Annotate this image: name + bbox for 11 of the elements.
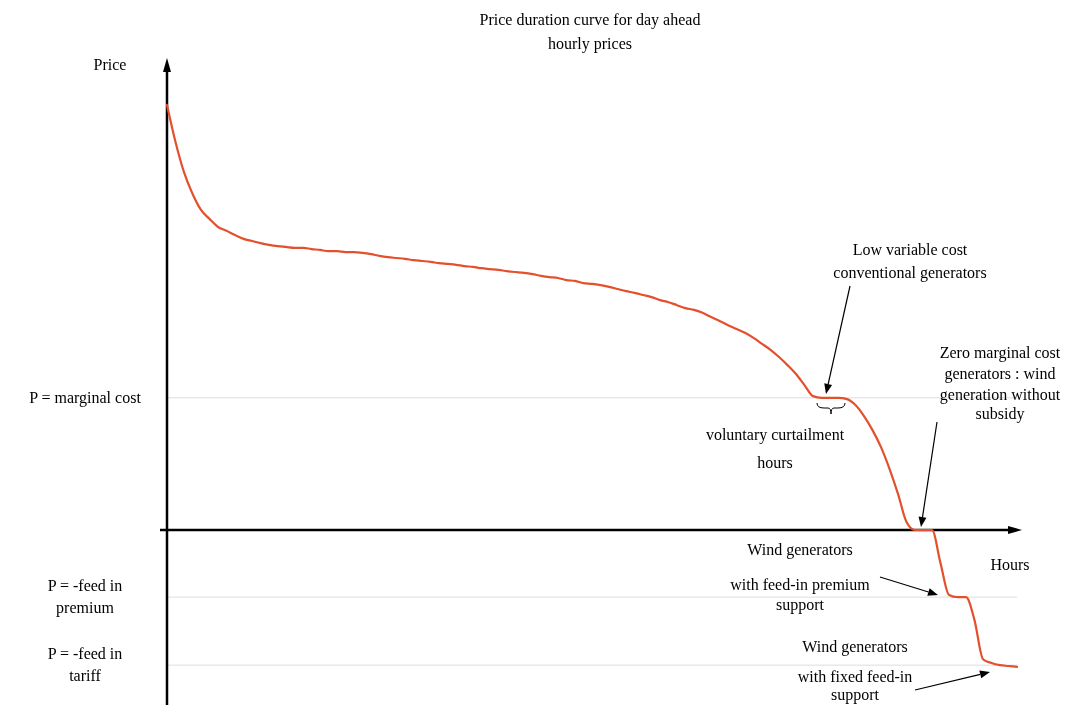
ref-line-label: P = marginal cost (29, 388, 142, 407)
annotation: Wind generators with feed-in premium support (730, 541, 871, 614)
annotation: Wind generators with fixed feed-in support (797, 638, 913, 704)
ref-line-label: P = -feed in premium (47, 577, 123, 618)
annotation: voluntary curtailment hours (705, 426, 845, 471)
ref-line-label: P = -feed in tariff (47, 645, 123, 685)
y-axis-title: Price (93, 56, 127, 73)
chart-title: Price duration curve for day ahead hourly prices (479, 11, 701, 53)
x-axis-title: Hours (990, 556, 1030, 573)
annotation: Low variable cost conventional generators (833, 241, 987, 282)
annotation: Zero marginal cost generators : wind generation without subsidy (939, 344, 1061, 423)
